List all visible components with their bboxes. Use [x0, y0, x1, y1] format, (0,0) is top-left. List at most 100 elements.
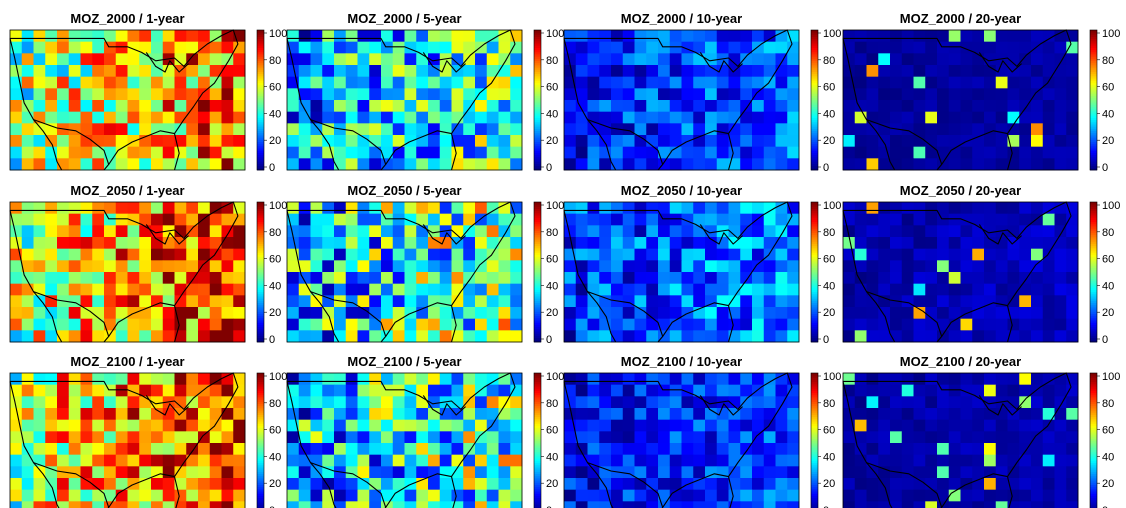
heat-cell: [775, 283, 788, 296]
heat-cell: [843, 295, 856, 308]
heat-cell: [334, 111, 347, 124]
heat-cell: [209, 65, 222, 78]
heat-cell: [104, 100, 117, 113]
heat-cell: [763, 135, 776, 148]
heat-cell: [866, 237, 879, 250]
heat-cell: [57, 30, 70, 43]
heat-cell: [658, 237, 671, 250]
heat-cell: [728, 248, 741, 261]
heat-cell: [705, 283, 718, 296]
heat-cell: [80, 478, 93, 491]
heat-cell: [369, 466, 382, 479]
heat-cell: [740, 225, 753, 238]
heat-cell: [10, 408, 23, 421]
heat-cell: [310, 100, 323, 113]
heat-cell: [45, 146, 58, 159]
colorbar-segment: [257, 300, 264, 304]
heat-cell: [752, 272, 765, 285]
colorbar-segment: [257, 128, 264, 132]
colorbar-segment: [257, 115, 264, 118]
heat-cell: [115, 466, 128, 479]
colorbar-segment: [534, 403, 541, 407]
heat-cell: [151, 501, 164, 508]
colorbar-segment: [534, 285, 541, 288]
heat-cell: [1066, 65, 1079, 78]
heat-cell: [1031, 123, 1044, 136]
colorbar-segment: [257, 276, 264, 279]
heat-cell: [890, 260, 903, 273]
colorbar-segment: [811, 204, 818, 207]
heat-cell: [92, 454, 105, 467]
heat-cell: [1042, 466, 1055, 479]
heat-cell: [115, 111, 128, 124]
heat-cell: [878, 408, 891, 421]
heat-cell: [45, 408, 58, 421]
colorbar-segment: [811, 100, 818, 103]
colorbar-segment: [811, 208, 818, 212]
heat-cell: [878, 330, 891, 343]
heat-cell: [463, 53, 476, 66]
heat-cell: [10, 283, 23, 296]
heat-cell: [322, 213, 335, 226]
heat-cell: [866, 30, 879, 43]
heat-cell: [878, 88, 891, 101]
heat-cell: [381, 123, 394, 136]
heat-cell: [937, 135, 950, 148]
heat-cell: [913, 408, 926, 421]
heat-cell: [854, 88, 867, 101]
colorbar-segment: [811, 480, 818, 483]
panel-title: MOZ_2100 / 1-year: [70, 354, 184, 369]
heat-cell: [763, 373, 776, 386]
heat-cell: [705, 489, 718, 502]
heat-cell: [866, 295, 879, 308]
heat-cell: [174, 225, 187, 238]
panel-title: MOZ_2000 / 20-year: [900, 11, 1021, 26]
heat-cell: [233, 272, 246, 285]
colorbar-frame: [810, 29, 819, 171]
heat-cell: [716, 408, 729, 421]
colorbar-segment: [811, 488, 818, 492]
great-lakes-line: [145, 224, 189, 245]
heat-cell: [57, 88, 70, 101]
heat-cell: [139, 501, 152, 508]
heat-cell: [221, 213, 234, 226]
heat-cell: [404, 225, 417, 238]
heat-cell: [198, 237, 211, 250]
heat-cell: [127, 396, 140, 409]
heat-cell: [890, 88, 903, 101]
heat-cell: [705, 443, 718, 456]
heat-cell: [45, 111, 58, 124]
heat-cell: [763, 158, 776, 171]
heat-cell: [381, 88, 394, 101]
heat-cell: [948, 478, 961, 491]
heat-cell: [1007, 123, 1020, 136]
heat-cell: [68, 123, 81, 136]
heat-cell: [439, 373, 452, 386]
heat-cell: [198, 88, 211, 101]
heat-cell: [486, 431, 499, 444]
colorbar-segment: [811, 241, 818, 244]
heat-cell: [611, 88, 624, 101]
heat-cell: [310, 295, 323, 308]
colorbar-segment: [257, 38, 264, 42]
colorbar-segment: [811, 86, 818, 90]
heat-cell: [913, 295, 926, 308]
heat-cell: [392, 76, 405, 89]
colorbar-segment: [534, 272, 541, 275]
heat-cell: [45, 260, 58, 273]
colorbar-segment: [1090, 143, 1097, 147]
colorbar-tick-label: 40: [546, 280, 558, 292]
heat-cell: [913, 111, 926, 124]
colorbar-segment: [1090, 67, 1097, 70]
heat-cell: [634, 431, 647, 444]
heat-cell: [345, 431, 358, 444]
heat-cell: [416, 489, 429, 502]
heat-cell: [21, 158, 34, 171]
heat-cell: [486, 295, 499, 308]
heat-cell: [716, 307, 729, 320]
colorbar-segment: [811, 252, 818, 255]
colorbar-segment: [534, 60, 541, 64]
heat-cell: [334, 307, 347, 320]
heat-cell: [705, 158, 718, 171]
colorbar-segment: [257, 145, 264, 149]
